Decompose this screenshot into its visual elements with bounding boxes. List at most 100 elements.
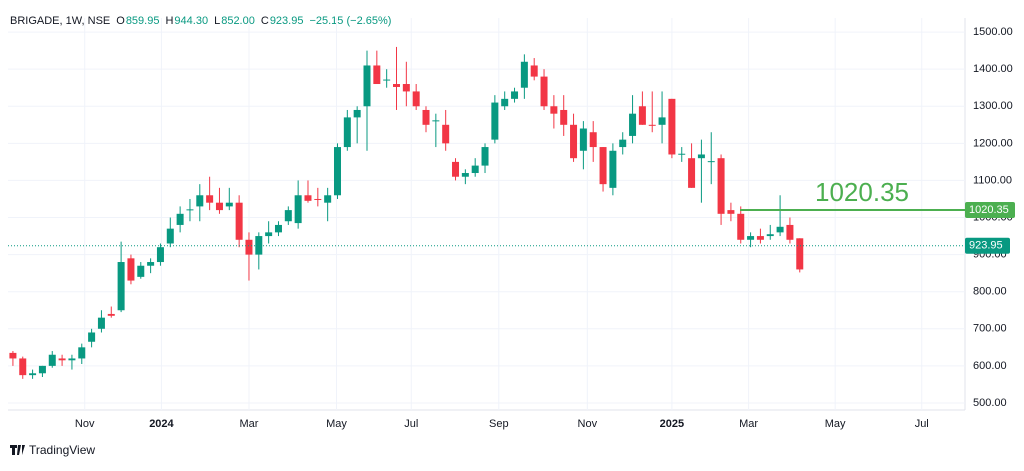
candle-body (19, 358, 27, 376)
y-tick-label: 500.00 (973, 397, 1007, 409)
candle-body (461, 173, 469, 177)
candle-body (393, 84, 401, 87)
x-tick-label: Mar (239, 418, 258, 430)
candle-body (658, 117, 666, 125)
candle-body (38, 365, 46, 374)
x-tick-label: Nov (578, 418, 598, 430)
candle-body (186, 209, 194, 211)
candle-body (688, 158, 696, 188)
candle-body (48, 354, 56, 366)
candle-body (756, 236, 764, 240)
candle-body (156, 247, 164, 263)
y-tick-label: 600.00 (973, 360, 1007, 372)
horizontal-line-tag (965, 201, 1015, 218)
candle-body (432, 120, 440, 122)
candle-body (648, 124, 656, 126)
candle-body (481, 147, 489, 166)
y-tick-label: 800.00 (973, 286, 1007, 298)
candle-body (117, 262, 125, 311)
candle-body (166, 228, 174, 244)
field-key: C (261, 15, 269, 27)
field-key: O (116, 15, 125, 27)
candle-body (501, 98, 509, 107)
x-tick-label: Jul (915, 418, 929, 430)
candle-body (127, 258, 135, 281)
change: −25.15 (−2.65%) (309, 15, 391, 27)
x-tick-label: Jul (404, 418, 418, 430)
horizontal-line-label: 1020.35 (969, 204, 1009, 216)
y-tick-label: 1100.00 (973, 174, 1012, 186)
candle-body (88, 332, 96, 342)
field-value: 944.30 (174, 15, 208, 27)
candle-body (353, 109, 361, 118)
candle-body (373, 65, 381, 85)
candle-body (304, 195, 312, 201)
y-tick-label: 1300.00 (973, 100, 1013, 112)
candle-body (383, 79, 391, 81)
candle-body (176, 213, 184, 225)
y-tick-label: 1500.00 (973, 26, 1013, 38)
candle-body (717, 158, 725, 214)
candle-body (727, 210, 735, 214)
candle-body (255, 236, 263, 255)
candle-body (766, 234, 774, 237)
y-tick-label: 700.00 (973, 323, 1007, 335)
logo-icon (10, 445, 25, 455)
candle-body (599, 147, 607, 185)
x-tick-label: Mar (739, 418, 758, 430)
field-value: 923.95 (270, 15, 304, 27)
candle-body (58, 358, 66, 361)
candle-body (452, 161, 460, 177)
horizontal-line-text: 1020.35 (815, 177, 909, 207)
candle-body (215, 202, 223, 211)
header: BRIGADE, 1W, NSE O 859.95 H 944.30 L 852.00 C 9… (10, 15, 391, 27)
brand: TradingView (29, 443, 95, 457)
symbol: BRIGADE, 1W, NSE (10, 15, 110, 27)
candle-body (235, 202, 243, 240)
x-tick-label: May (825, 418, 846, 430)
candle-body (786, 224, 794, 240)
candle-body (550, 106, 558, 114)
candle-body (107, 313, 115, 316)
candle-body (78, 347, 86, 359)
candle-body (530, 65, 538, 77)
candle-body (97, 317, 105, 329)
candle-body (570, 124, 578, 159)
candle-body (638, 106, 646, 125)
candle-body (9, 352, 17, 359)
last-price-tag (965, 237, 1010, 254)
candle-body (668, 98, 676, 155)
candle-body (68, 358, 76, 361)
candle-body (314, 198, 322, 200)
candle-body (147, 262, 155, 266)
candle-body (363, 65, 371, 107)
candle-body (589, 132, 597, 148)
candle-body (609, 150, 617, 188)
field-key: H (165, 15, 173, 27)
candle-body (471, 165, 479, 174)
candle-body (579, 128, 587, 151)
candle-body (402, 84, 410, 92)
field-key: L (214, 15, 220, 27)
y-tick-label: 1400.00 (973, 63, 1013, 75)
x-tick-label: 2024 (149, 418, 174, 430)
y-tick-label: 1200.00 (973, 137, 1013, 149)
candle-body (196, 195, 204, 207)
candle-body (747, 236, 755, 240)
candle-body (520, 61, 528, 88)
candle-body (540, 76, 548, 107)
candle-body (491, 102, 499, 140)
candle-body (343, 117, 351, 148)
field-value: 859.95 (126, 15, 160, 27)
candle-body (619, 139, 627, 148)
x-tick-label: 2025 (660, 418, 684, 430)
logo: TradingView (10, 443, 95, 457)
candle-body (776, 226, 784, 233)
candle-body (629, 113, 637, 136)
x-tick-label: Nov (75, 418, 95, 430)
candle-body (294, 195, 302, 224)
x-tick-label: Sep (489, 418, 509, 430)
candle-body (206, 195, 214, 203)
candle-body (29, 373, 37, 376)
